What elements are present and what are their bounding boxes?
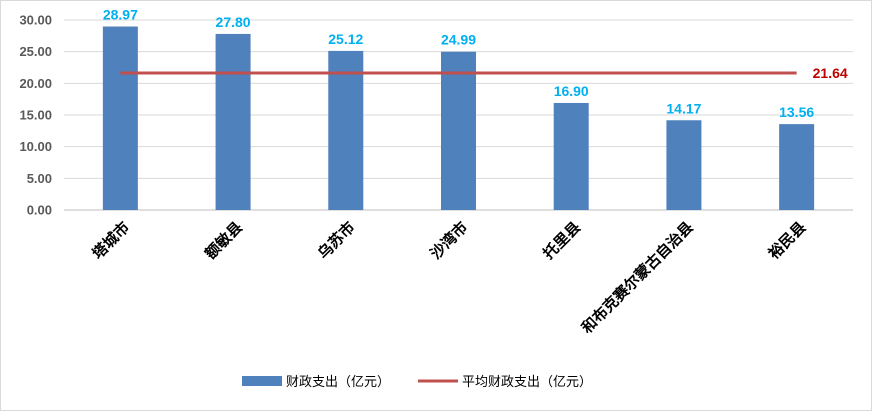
y-tick-label: 30.00 bbox=[19, 13, 52, 28]
x-category-label: 额敏县 bbox=[201, 218, 246, 263]
bar bbox=[441, 51, 476, 211]
bar-value-label: 14.17 bbox=[666, 100, 701, 116]
bar bbox=[328, 50, 364, 211]
bar-value-label: 16.90 bbox=[554, 83, 589, 99]
bar bbox=[666, 120, 702, 210]
legend-label-bar: 财政支出（亿元） bbox=[286, 375, 390, 390]
bar-value-label: 24.99 bbox=[441, 32, 476, 48]
y-tick-label: 25.00 bbox=[19, 44, 52, 59]
x-category-label: 裕民县 bbox=[764, 218, 809, 263]
legend: 财政支出（亿元） 平均财政支出（亿元） bbox=[242, 375, 592, 390]
y-tick-label: 0.00 bbox=[27, 203, 52, 218]
bar-value-label: 13.56 bbox=[779, 104, 814, 120]
bars: 28.97 27.80 25.12 24.99 16.90 14.17 13.56 bbox=[102, 7, 815, 211]
average-value-label: 21.64 bbox=[813, 65, 848, 81]
y-tick-label: 10.00 bbox=[19, 139, 52, 154]
y-tick-label: 15.00 bbox=[19, 108, 52, 123]
x-category-label: 托里县 bbox=[539, 218, 584, 263]
legend-label-line: 平均财政支出（亿元） bbox=[462, 375, 592, 390]
x-category-label: 塔城市 bbox=[89, 218, 134, 263]
bar-value-label: 28.97 bbox=[103, 7, 138, 23]
x-category-label: 乌苏市 bbox=[314, 218, 359, 263]
y-axis: 0.00 5.00 10.00 15.00 20.00 25.00 30.00 bbox=[19, 13, 52, 218]
bar bbox=[779, 124, 815, 210]
y-tick-label: 5.00 bbox=[27, 171, 52, 186]
bar-value-label: 27.80 bbox=[216, 14, 251, 30]
bar-value-label: 25.12 bbox=[328, 31, 363, 47]
x-category-label: 沙湾市 bbox=[427, 218, 472, 263]
y-tick-label: 20.00 bbox=[19, 76, 52, 91]
average-line: 21.64 bbox=[120, 65, 848, 81]
x-category-label: 和布克赛尔蒙古自治县 bbox=[578, 218, 697, 337]
bar bbox=[215, 33, 251, 210]
bar bbox=[102, 26, 138, 211]
bar bbox=[553, 102, 589, 210]
legend-swatch-bar bbox=[242, 376, 282, 386]
